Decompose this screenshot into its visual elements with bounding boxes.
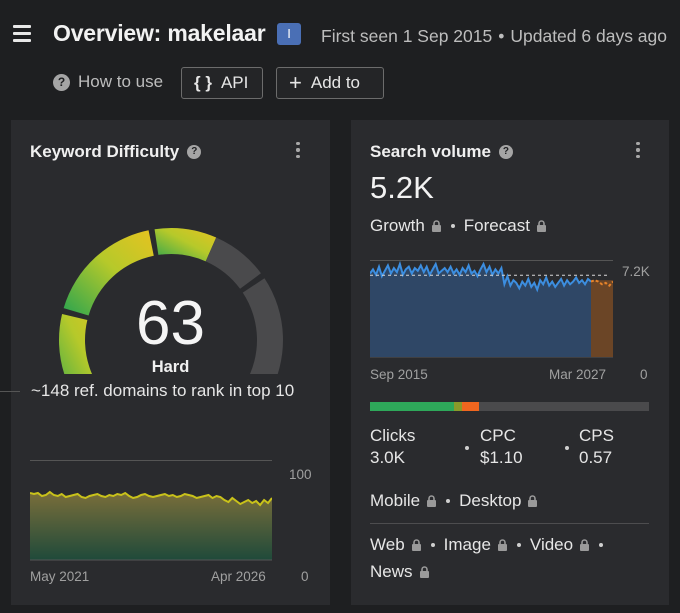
kd-title-text: Keyword Difficulty: [30, 142, 180, 161]
cpc-value: $1.10: [480, 448, 523, 467]
news-label[interactable]: News: [370, 562, 413, 581]
page-title: Overview: makelaar: [53, 20, 266, 46]
how-to-use-link[interactable]: ? How to use: [53, 72, 163, 92]
intent-bar-segment: [453, 402, 463, 411]
sv-chart-max: 7.2K: [622, 264, 650, 279]
sv-forecast-area: [591, 280, 613, 357]
kd-chart-max: 100: [289, 467, 312, 482]
help-icon: ?: [53, 73, 70, 91]
divider: [370, 523, 649, 524]
cpc-metric: CPC $1.10: [480, 425, 523, 469]
gauge-segment-empty: [242, 278, 283, 374]
sv-chart-start: Sep 2015: [370, 367, 428, 382]
separator-dot: [465, 446, 469, 450]
image-label[interactable]: Image: [443, 535, 491, 554]
kd-value: 63: [136, 289, 205, 358]
hamburger-menu-icon[interactable]: [13, 25, 31, 42]
lock-icon: [411, 539, 421, 551]
cpc-label: CPC: [480, 426, 516, 445]
forecast-label[interactable]: Forecast: [463, 216, 530, 235]
sv-chart-end: Mar 2027: [549, 367, 607, 382]
kd-level-label: Hard: [151, 358, 190, 376]
lock-icon: [419, 566, 429, 578]
kd-trend-chart: [30, 460, 272, 561]
clicks-label: Clicks: [370, 426, 416, 445]
api-label: API: [220, 73, 249, 92]
sv-chart-area: [370, 264, 591, 357]
divider: [0, 391, 20, 392]
cps-value: 0.57: [579, 448, 613, 467]
sv-title-text: Search volume: [370, 142, 491, 161]
plus-icon: +: [289, 70, 302, 95]
sv-chart-line: [370, 260, 592, 293]
kd-chart-line: [30, 490, 272, 507]
gauge-segment-filled: [59, 313, 93, 374]
gauge-segment-empty: [205, 237, 261, 289]
separator-dot: [565, 446, 569, 450]
intent-bar-segment: [462, 402, 479, 411]
separator-dot: •: [498, 26, 505, 46]
intent-distribution-bar: [370, 402, 649, 411]
api-button[interactable]: { } API: [181, 67, 263, 99]
sv-growth-forecast-row: Growth Forecast: [370, 216, 547, 236]
kd-chart-min: 0: [301, 569, 309, 584]
kd-description: ~148 ref. domains to rank in top 10: [31, 381, 295, 400]
lock-icon: [536, 220, 546, 232]
kd-chart-start: May 2021: [30, 569, 90, 584]
first-seen-text: First seen 1 Sep 2015: [321, 26, 493, 46]
gauge-segment-filled: [63, 230, 154, 316]
intent-bar-segment: [370, 402, 454, 411]
cps-label: CPS: [579, 426, 614, 445]
sv-more-options-icon[interactable]: [635, 142, 641, 160]
clicks-value: 3.0K: [370, 448, 405, 467]
lock-icon: [427, 495, 437, 507]
cps-metric: CPS 0.57: [579, 425, 614, 469]
add-to-label: Add to: [310, 73, 361, 92]
kd-help-icon[interactable]: ?: [187, 145, 202, 159]
lock-icon: [528, 495, 538, 507]
keyword-difficulty-card: Keyword Difficulty ? 63 Hard ~148 ref. d…: [0, 120, 330, 605]
sv-forecast-line: [590, 279, 613, 287]
separator-dot: [599, 543, 604, 547]
separator-dot: [446, 499, 451, 503]
sv-value: 5.2K: [370, 170, 434, 205]
sv-title: Search volume ?: [370, 142, 513, 162]
device-row: Mobile Desktop: [370, 491, 538, 511]
lock-icon: [431, 220, 441, 232]
braces-icon: { }: [194, 73, 212, 92]
language-badge[interactable]: I: [277, 23, 301, 45]
add-to-button[interactable]: + Add to: [276, 67, 384, 99]
kd-chart-end: Apr 2026: [211, 569, 266, 584]
search-type-row-2: News: [370, 562, 430, 582]
sv-trend-chart: [370, 260, 613, 358]
search-volume-card: Search volume ? 5.2K Growth Forecast 7.2…: [351, 120, 669, 605]
mobile-label[interactable]: Mobile: [370, 491, 421, 510]
search-type-row: Web Image Video: [370, 535, 612, 555]
lock-icon: [580, 539, 590, 551]
page-header: Overview: makelaar I First seen 1 Sep 20…: [0, 0, 680, 120]
kd-more-options-icon[interactable]: [295, 142, 301, 160]
lock-icon: [497, 539, 507, 551]
how-to-use-label: How to use: [78, 72, 164, 91]
updated-text: Updated 6 days ago: [510, 26, 668, 46]
desktop-label[interactable]: Desktop: [459, 491, 522, 510]
separator-dot: [450, 224, 455, 228]
sv-chart-min: 0: [640, 367, 648, 382]
kd-gauge: [59, 228, 283, 374]
kd-chart-area: [30, 492, 272, 560]
sv-help-icon[interactable]: ?: [498, 145, 513, 159]
video-label[interactable]: Video: [529, 535, 574, 554]
web-label[interactable]: Web: [370, 535, 405, 554]
clicks-metric: Clicks 3.0K: [370, 425, 415, 469]
growth-label[interactable]: Growth: [370, 216, 425, 235]
kd-title: Keyword Difficulty ?: [30, 142, 202, 162]
gauge-segment-filled: [154, 228, 217, 262]
separator-dot: [430, 543, 435, 547]
separator-dot: [516, 543, 521, 547]
keyword-meta: First seen 1 Sep 2015 • Updated 6 days ago: [321, 26, 667, 47]
